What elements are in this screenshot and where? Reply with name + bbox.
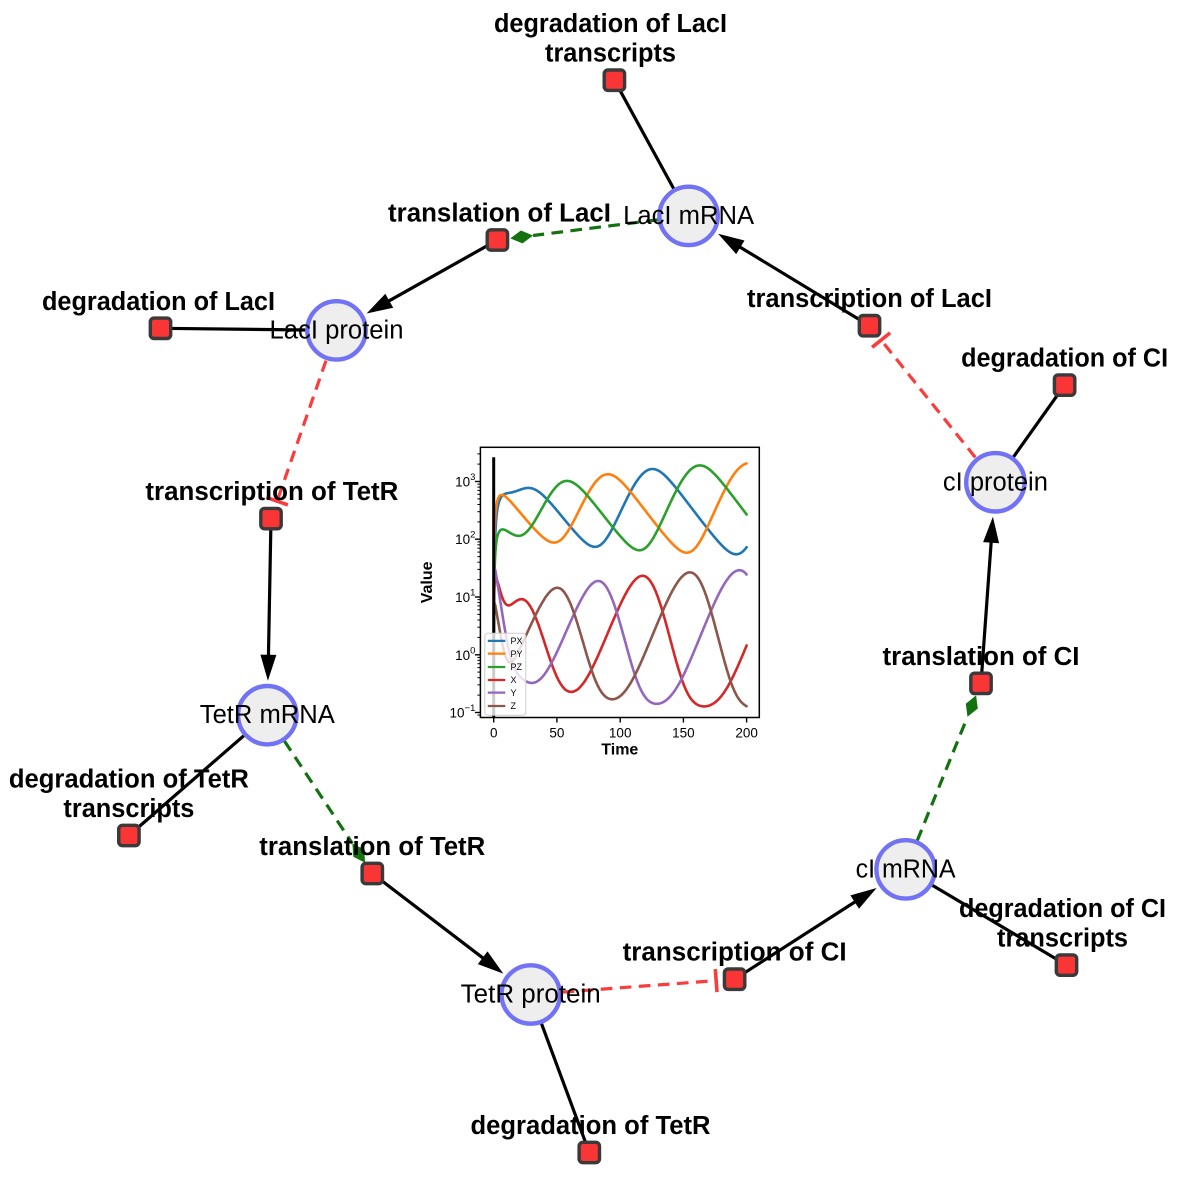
- svg-text:PY: PY: [511, 649, 523, 659]
- svg-text:degradation of CI: degradation of CI: [959, 895, 1166, 923]
- svg-text:150: 150: [672, 726, 695, 741]
- svg-text:50: 50: [549, 726, 564, 741]
- svg-text:degradation of LacI: degradation of LacI: [494, 10, 727, 38]
- svg-text:transcripts: transcripts: [997, 925, 1128, 953]
- svg-text:10−1: 10−1: [450, 703, 476, 721]
- svg-text:translation of LacI: translation of LacI: [388, 200, 611, 228]
- svg-text:200: 200: [735, 726, 758, 741]
- svg-text:PX: PX: [511, 636, 523, 646]
- svg-text:degradation of TetR: degradation of TetR: [471, 1112, 711, 1140]
- svg-text:103: 103: [455, 472, 475, 490]
- svg-text:translation of TetR: translation of TetR: [259, 833, 485, 861]
- svg-text:PZ: PZ: [511, 662, 523, 672]
- svg-text:X: X: [511, 675, 517, 685]
- svg-text:102: 102: [455, 530, 475, 548]
- svg-text:degradation of LacI: degradation of LacI: [42, 288, 275, 316]
- svg-text:101: 101: [455, 588, 475, 606]
- svg-text:transcripts: transcripts: [63, 795, 194, 823]
- svg-text:transcription of TetR: transcription of TetR: [145, 478, 398, 506]
- svg-text:100: 100: [609, 726, 632, 741]
- svg-text:cI protein: cI protein: [943, 468, 1048, 496]
- svg-text:degradation of CI: degradation of CI: [961, 345, 1168, 373]
- svg-text:Time: Time: [601, 742, 638, 759]
- svg-text:transcription of CI: transcription of CI: [623, 939, 847, 967]
- svg-text:Value: Value: [419, 561, 436, 603]
- svg-text:Y: Y: [511, 688, 517, 698]
- svg-text:LacI mRNA: LacI mRNA: [623, 202, 754, 230]
- svg-text:TetR mRNA: TetR mRNA: [200, 701, 335, 729]
- svg-text:cI mRNA: cI mRNA: [856, 855, 956, 883]
- svg-text:degradation of TetR: degradation of TetR: [9, 766, 249, 794]
- svg-text:0: 0: [490, 726, 498, 741]
- svg-text:translation of CI: translation of CI: [883, 643, 1080, 671]
- svg-text:transcripts: transcripts: [545, 40, 676, 68]
- svg-text:transcription of LacI: transcription of LacI: [747, 285, 992, 313]
- svg-text:LacI protein: LacI protein: [270, 316, 404, 344]
- svg-text:100: 100: [455, 645, 475, 663]
- svg-text:TetR protein: TetR protein: [461, 981, 601, 1009]
- svg-text:Z: Z: [511, 701, 517, 711]
